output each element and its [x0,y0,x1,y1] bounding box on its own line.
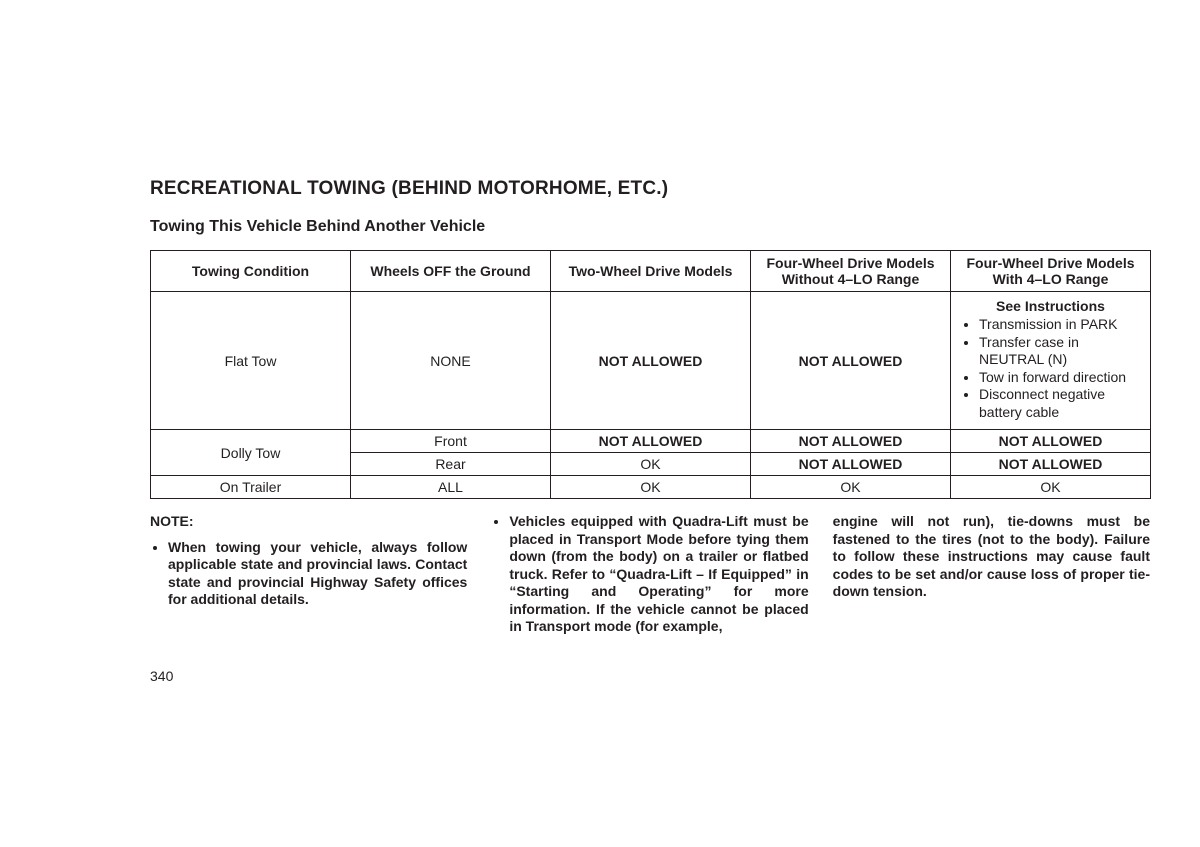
cell-dolly-rear-twd: OK [551,453,751,476]
list-item: Disconnect negative battery cable [979,386,1140,421]
manual-page: RECREATIONAL TOWING (BEHIND MOTORHOME, E… [0,0,1200,636]
th-fwd-lo: Four-Wheel Drive Models With 4–LO Range [951,251,1151,292]
cell-flat-wheels: NONE [351,292,551,430]
cell-trailer-fwd-lo: OK [951,476,1151,499]
cell-flat-fwd-nolo: NOT ALLOWED [751,292,951,430]
cell-dolly-front-twd: NOT ALLOWED [551,430,751,453]
cell-trailer-fwd-nolo: OK [751,476,951,499]
th-condition: Towing Condition [151,251,351,292]
cell-dolly-rear-fwd-nolo: NOT ALLOWED [751,453,951,476]
list-item: Transfer case in NEUTRAL (N) [979,334,1140,369]
towing-table: Towing Condition Wheels OFF the Ground T… [150,250,1151,499]
instructions-list: Transmission in PARK Transfer case in NE… [961,316,1140,421]
th-fwd-nolo: Four-Wheel Drive Models Without 4–LO Ran… [751,251,951,292]
list-item: When towing your vehicle, always follow … [168,539,467,609]
cell-trailer-wheels: ALL [351,476,551,499]
list-item: Transmission in PARK [979,316,1140,334]
note-list-1: When towing your vehicle, always follow … [150,539,467,609]
cell-trailer-label: On Trailer [151,476,351,499]
cell-dolly-front-fwd-nolo: NOT ALLOWED [751,430,951,453]
cell-dolly-rear-wheels: Rear [351,453,551,476]
th-twd: Two-Wheel Drive Models [551,251,751,292]
cell-trailer-twd: OK [551,476,751,499]
cell-dolly-front-fwd-lo: NOT ALLOWED [951,430,1151,453]
table-row-dolly-front: Dolly Tow Front NOT ALLOWED NOT ALLOWED … [151,430,1151,453]
cell-dolly-label: Dolly Tow [151,430,351,476]
page-heading: RECREATIONAL TOWING (BEHIND MOTORHOME, E… [150,178,1150,200]
note-continuation: engine will not run), tie-downs must be … [833,513,1150,601]
cell-dolly-rear-fwd-lo: NOT ALLOWED [951,453,1151,476]
table-row-flat: Flat Tow NONE NOT ALLOWED NOT ALLOWED Se… [151,292,1151,430]
note-label: NOTE: [150,513,194,529]
instructions-heading: See Instructions [961,298,1140,314]
cell-dolly-front-wheels: Front [351,430,551,453]
list-item: Tow in forward direction [979,369,1140,387]
list-item: Vehicles equipped with Quadra-Lift must … [509,513,808,636]
table-header-row: Towing Condition Wheels OFF the Ground T… [151,251,1151,292]
cell-flat-twd: NOT ALLOWED [551,292,751,430]
th-wheels: Wheels OFF the Ground [351,251,551,292]
page-subheading: Towing This Vehicle Behind Another Vehic… [150,218,1150,236]
table-row-trailer: On Trailer ALL OK OK OK [151,476,1151,499]
note-list-2: Vehicles equipped with Quadra-Lift must … [491,513,808,636]
notes-block: NOTE: When towing your vehicle, always f… [150,513,1150,636]
cell-flat-label: Flat Tow [151,292,351,430]
cell-flat-instructions: See Instructions Transmission in PARK Tr… [951,292,1151,430]
page-number: 340 [150,668,173,684]
